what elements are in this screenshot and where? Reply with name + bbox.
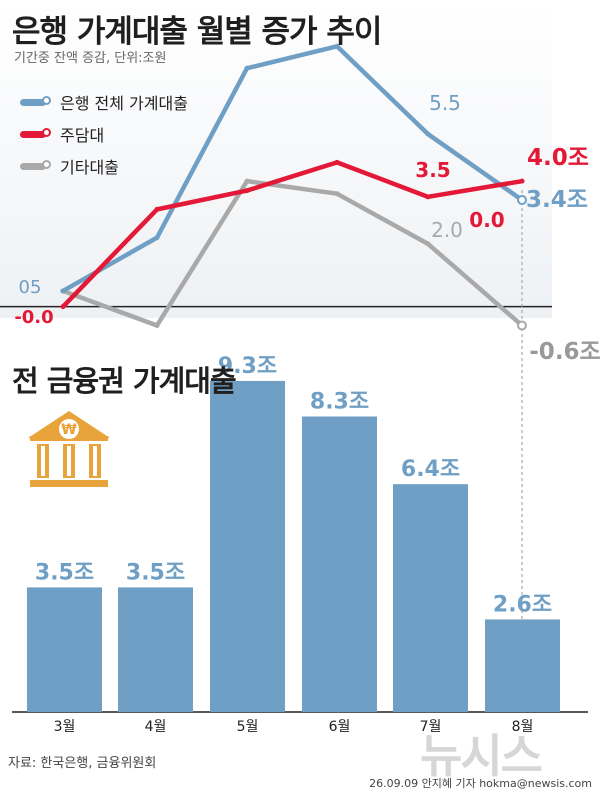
- x-tick-label-0: 3월: [54, 719, 76, 735]
- line-data-label-4: 2.0: [431, 218, 463, 242]
- chart-title: 은행 가계대출 월별 증가 추이: [12, 14, 382, 50]
- series-point-2-2: [244, 178, 250, 184]
- legend: 은행 전체 가계대출 주담대 기타대출: [20, 86, 188, 182]
- bar-4: [393, 484, 468, 712]
- line-data-label-8: -0.6조: [529, 339, 600, 365]
- series-point-0-0: [60, 288, 66, 294]
- bar-value-label-1: 3.5조: [126, 560, 185, 585]
- bar-value-label-4: 6.4조: [401, 457, 460, 482]
- line-data-label-5: 0.0: [469, 208, 504, 232]
- x-tick-label-4: 7월: [420, 719, 442, 735]
- legend-item-mortgage: 주담대: [20, 118, 188, 150]
- source-note: 자료: 한국은행, 금융위원회: [8, 756, 157, 771]
- line-data-label-0: 05: [19, 277, 42, 298]
- legend-label-mortgage: 주담대: [60, 126, 105, 145]
- legend-swatch-other: [20, 159, 51, 170]
- bar-value-label-0: 3.5조: [35, 560, 94, 585]
- series-point-0-2: [244, 65, 250, 71]
- series-point-1-2: [244, 188, 250, 194]
- series-point-1-3: [334, 159, 340, 165]
- bar-value-label-3: 8.3조: [310, 390, 369, 415]
- line-data-label-6: 4.0조: [527, 145, 589, 171]
- x-tick-label-3: 6월: [329, 719, 351, 735]
- series-point-0-1: [154, 235, 160, 241]
- series-line-0: [60, 44, 525, 294]
- series-point-1-5: [519, 178, 525, 184]
- series-point-1-1: [154, 206, 160, 212]
- series-point-0-3: [334, 43, 340, 49]
- legend-swatch-total: [20, 95, 51, 106]
- series-end-marker-2: [517, 320, 527, 331]
- newsis-watermark: 뉴시스: [420, 729, 543, 783]
- series-point-0-4: [425, 131, 431, 137]
- line-data-label-7: 3.4조: [526, 187, 588, 213]
- series-end-marker-0: [517, 194, 527, 205]
- bar-3: [302, 416, 377, 712]
- series-point-2-4: [425, 241, 431, 247]
- bar-value-label-2: 9.3조: [218, 354, 277, 379]
- x-tick-label-1: 4월: [145, 719, 167, 735]
- line-data-label-1: -0.0: [14, 307, 53, 328]
- legend-item-other: 기타대출: [20, 150, 188, 182]
- credit-line: 26.09.09 안지혜 기자 hokma@newsis.com: [369, 777, 592, 790]
- legend-label-total: 은행 전체 가계대출: [60, 94, 188, 113]
- bar-2: [210, 380, 285, 712]
- bar-value-label-5: 2.6조: [493, 592, 552, 617]
- section-title: 전 금융권 가계대출: [12, 364, 237, 398]
- line-chart: 05 -0.0 5.5 3.5 2.0 0.0 4.0조 3.4조 -0.6조: [0, 43, 600, 712]
- chart-subtitle: 기간중 잔액 증감, 단위:조원: [14, 51, 167, 66]
- line-data-label-3: 3.5: [415, 158, 450, 182]
- series-point-1-0: [60, 304, 66, 310]
- legend-label-other: 기타대출: [60, 158, 119, 177]
- series-line-2: [60, 178, 525, 328]
- x-tick-label-2: 5월: [237, 719, 259, 735]
- x-tick-label-5: 8월: [512, 719, 534, 735]
- series-point-1-4: [425, 194, 431, 200]
- series-line-1: [60, 160, 525, 309]
- legend-item-total: 은행 전체 가계대출: [20, 86, 188, 118]
- line-data-label-2: 5.5: [429, 91, 461, 115]
- bar-1: [118, 587, 193, 712]
- svg-text:₩: ₩: [61, 422, 77, 438]
- series-point-2-1: [154, 322, 160, 328]
- series-point-2-3: [334, 191, 340, 197]
- bank-won-icon: ₩: [28, 411, 110, 487]
- legend-swatch-mortgage: [20, 127, 51, 138]
- bar-chart: 3.5조 3월 3.5조 4월 9.3조 5월 8.3조 6월 6.4조 7월 2.6조 8월: [12, 354, 588, 735]
- bar-0: [27, 587, 102, 712]
- bar-5: [485, 619, 560, 712]
